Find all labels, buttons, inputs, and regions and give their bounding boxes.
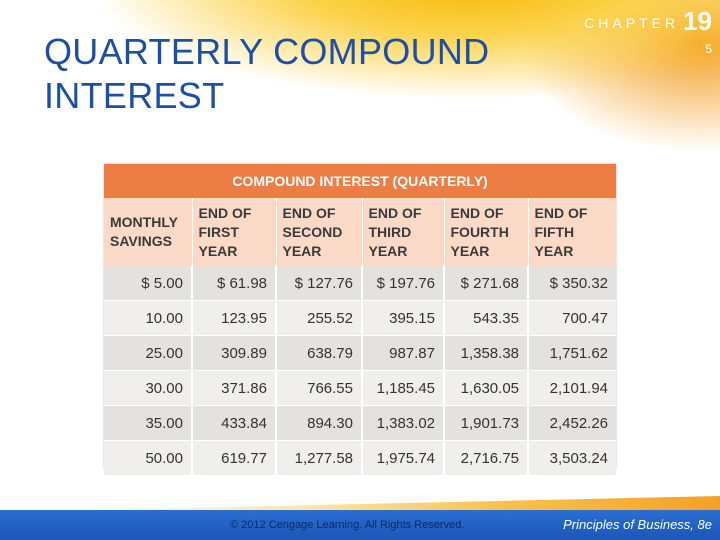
- footer-bar: © 2012 Cengage Learning. All Rights Rese…: [0, 510, 720, 540]
- column-header: END OF FIFTH YEAR: [528, 198, 617, 266]
- column-header: MONTHLY SAVINGS: [104, 198, 193, 266]
- column-header: END OF SECOND YEAR: [276, 198, 363, 266]
- column-header: END OF THIRD YEAR: [362, 198, 445, 266]
- table-cell: 2,101.94: [528, 370, 617, 406]
- table-cell: 255.52: [276, 300, 363, 336]
- table-cell: 2,452.26: [528, 405, 617, 441]
- table-cell: $ 5.00: [104, 266, 193, 301]
- header-swoosh: [0, 0, 720, 150]
- book-title: Principles of Business, 8e: [563, 517, 712, 532]
- table-cell: 543.35: [444, 300, 529, 336]
- table-cell: 1,751.62: [528, 335, 617, 371]
- table-cell: 35.00: [104, 405, 193, 441]
- table-cell: 1,358.38: [444, 335, 529, 371]
- table-cell: $ 271.68: [444, 266, 529, 301]
- table-header-row: MONTHLY SAVINGS END OF FIRST YEAR END OF S…: [104, 198, 617, 266]
- table-cell: 123.95: [192, 300, 277, 336]
- table-row: 35.00 433.84 894.30 1,383.02 1,901.73 2,452.2…: [104, 405, 617, 441]
- table-cell: 638.79: [276, 335, 363, 371]
- table-cell: 766.55: [276, 370, 363, 406]
- table-row: 25.00 309.89 638.79 987.87 1,358.38 1,751.62: [104, 335, 617, 371]
- compound-interest-table: COMPOUND INTEREST (QUARTERLY) MONTHLY SA…: [104, 164, 617, 476]
- table-body: $ 5.00 $ 61.98 $ 127.76 $ 197.76 $ 271.68 $ 3…: [104, 266, 617, 476]
- table-row: 30.00 371.86 766.55 1,185.45 1,630.05 2,101.9…: [104, 370, 617, 406]
- table-cell: 25.00: [104, 335, 193, 371]
- table-cell: 894.30: [276, 405, 363, 441]
- table-cell: 30.00: [104, 370, 193, 406]
- column-header: END OF FIRST YEAR: [192, 198, 277, 266]
- table-cell: 1,975.74: [362, 440, 445, 476]
- table-cell: 1,383.02: [362, 405, 445, 441]
- table-cell: 1,277.58: [276, 440, 363, 476]
- copyright-text: © 2012 Cengage Learning. All Rights Rese…: [230, 519, 465, 531]
- table-cell: 3,503.24: [528, 440, 617, 476]
- table-cell: 1,901.73: [444, 405, 529, 441]
- table-cell: 395.15: [362, 300, 445, 336]
- table-cell: 309.89: [192, 335, 277, 371]
- interest-table: COMPOUND INTEREST (QUARTERLY) MONTHLY SA…: [104, 164, 617, 476]
- table-cell: 1,185.45: [362, 370, 445, 406]
- page-title: QUARTERLY COMPOUND INTEREST: [44, 31, 490, 116]
- table-cell: 987.87: [362, 335, 445, 371]
- table-cell: 700.47: [528, 300, 617, 336]
- table-row: 10.00 123.95 255.52 395.15 543.35 700.47: [104, 300, 617, 336]
- column-header: END OF FOURTH YEAR: [444, 198, 529, 266]
- table-cell: 50.00: [104, 440, 193, 476]
- chapter-word: CHAPTER: [584, 15, 680, 31]
- table-row: $ 5.00 $ 61.98 $ 127.76 $ 197.76 $ 271.68 $ 3…: [104, 266, 617, 301]
- table-cell: $ 127.76: [276, 266, 363, 301]
- table-cell: $ 61.98: [192, 266, 277, 301]
- table-cell: 2,716.75: [444, 440, 529, 476]
- table-cell: 371.86: [192, 370, 277, 406]
- table-cell: $ 197.76: [362, 266, 445, 301]
- slide-number: 5: [705, 42, 712, 56]
- table-row: 50.00 619.77 1,277.58 1,975.74 2,716.75 3,503…: [104, 440, 617, 476]
- chapter-label: CHAPTER 19: [584, 6, 712, 37]
- table-caption: COMPOUND INTEREST (QUARTERLY): [104, 164, 617, 198]
- table-cell: $ 350.32: [528, 266, 617, 301]
- table-cell: 10.00: [104, 300, 193, 336]
- table-cell: 619.77: [192, 440, 277, 476]
- table-cell: 1,630.05: [444, 370, 529, 406]
- table-cell: 433.84: [192, 405, 277, 441]
- chapter-number: 19: [683, 6, 712, 36]
